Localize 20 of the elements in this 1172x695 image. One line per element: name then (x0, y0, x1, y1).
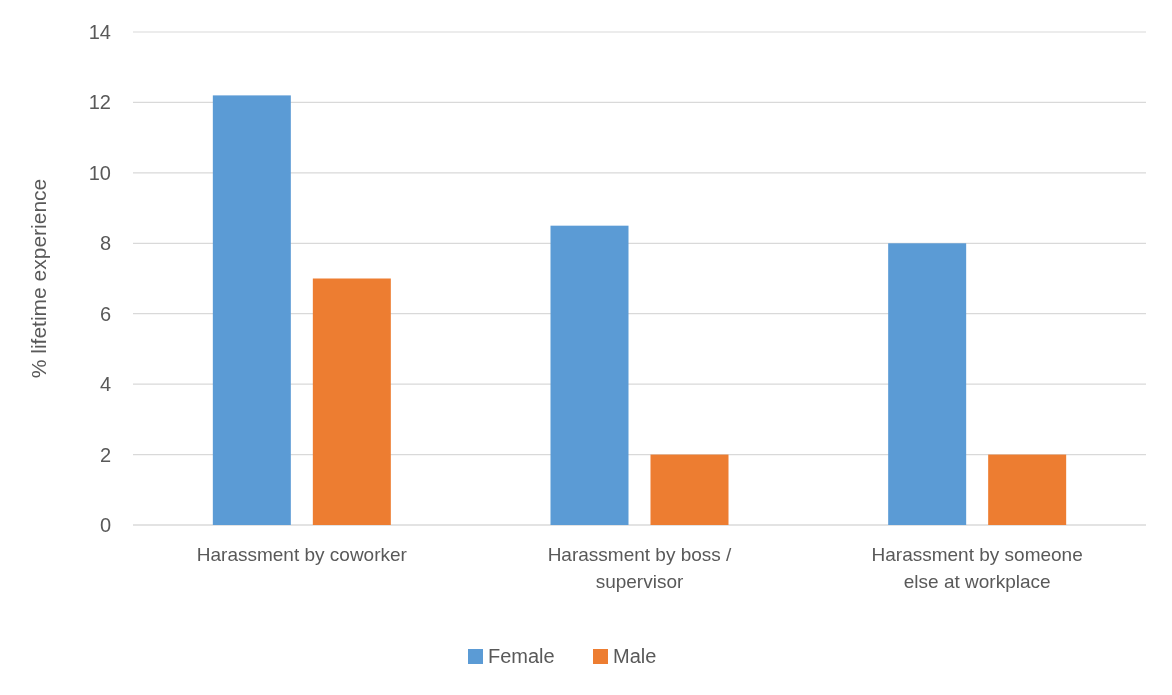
y-tick-label: 6 (99, 302, 111, 325)
y-tick-label: 12 (88, 91, 111, 114)
bar (212, 95, 291, 525)
legend-label: Male (613, 645, 657, 667)
x-tick-label: Harassment by someone else at workplace (871, 544, 1083, 592)
y-tick-label: 4 (99, 373, 111, 396)
y-axis-title: % lifetime experience (27, 178, 50, 379)
y-tick-label: 10 (88, 161, 111, 184)
bar (312, 278, 391, 525)
y-tick-label: 2 (99, 443, 111, 466)
legend-label: Female (488, 645, 555, 667)
bar (988, 454, 1067, 525)
bar (650, 454, 729, 525)
y-tick-label: 0 (99, 514, 111, 536)
y-tick-label: 14 (88, 21, 111, 43)
bar (888, 243, 967, 525)
x-tick-label: Harassment by coworker (196, 544, 408, 565)
bar (550, 225, 629, 525)
x-tick-label: Harassment by boss / supervisor (547, 544, 733, 592)
y-tick-label: 8 (99, 232, 111, 255)
